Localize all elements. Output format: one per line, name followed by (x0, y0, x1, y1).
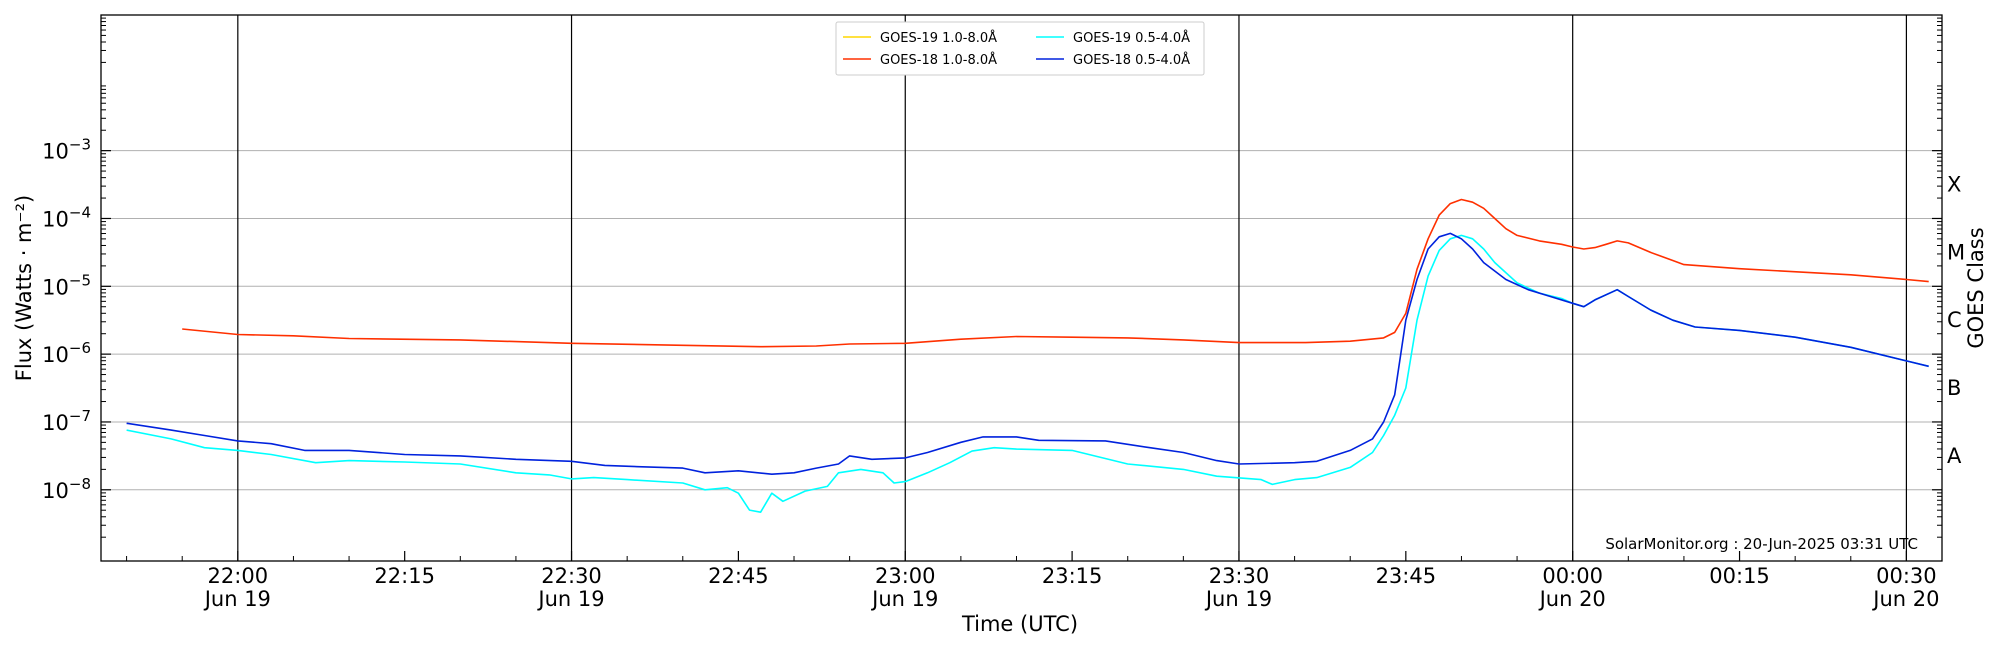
y-tick-label: 10−3 (42, 136, 91, 164)
x-tick-time-label: 22:45 (708, 564, 769, 588)
y-axis-title: Flux (Watts · m⁻²) (12, 195, 36, 381)
legend-label: GOES-18 0.5-4.0Å (1073, 52, 1190, 68)
footer-credit: SolarMonitor.org : 20-Jun-2025 03:31 UTC (1605, 535, 1918, 553)
legend-label: GOES-18 1.0-8.0Å (880, 52, 997, 68)
series-layer (126, 198, 1929, 514)
x-tick-time-label: 22:00 (208, 564, 269, 588)
x-tick-time-label: 22:30 (541, 564, 602, 588)
x-tick-date-label: Jun 19 (870, 587, 938, 611)
series-line-1 (182, 198, 1929, 348)
x-tick-time-label: 00:00 (1542, 564, 1603, 588)
x-tick-date-label: Jun 20 (1538, 587, 1606, 611)
x-tick-date-label: Jun 19 (536, 587, 604, 611)
x-tick-time-label: 23:00 (875, 564, 936, 588)
x-tick-date-label: Jun 19 (1204, 587, 1272, 611)
y-tick-label: 10−5 (42, 271, 91, 299)
grid-layer (101, 150, 1942, 491)
y-tick-label: 10−4 (42, 203, 91, 231)
legend-label: GOES-19 1.0-8.0Å (880, 30, 997, 46)
series-line-2 (126, 234, 1929, 514)
y-tick-label: 10−8 (42, 475, 91, 503)
x-tick-date-label: Jun 20 (1871, 587, 1939, 611)
goes-class-label: X (1947, 173, 1961, 197)
goes-class-label: A (1947, 444, 1962, 468)
x-tick-time-label: 23:30 (1209, 564, 1270, 588)
y-tick-label: 10−7 (42, 407, 91, 435)
x-tick-time-label: 00:15 (1709, 564, 1770, 588)
y-tick-label: 10−6 (42, 339, 91, 367)
x-tick-time-label: 23:15 (1042, 564, 1103, 588)
goes-class-label: M (1947, 240, 1965, 264)
x-tick-time-label: 23:45 (1376, 564, 1437, 588)
series-line-3 (126, 232, 1929, 476)
x-tick-time-label: 22:15 (374, 564, 435, 588)
x-axis-title: Time (UTC) (961, 612, 1078, 636)
legend: GOES-19 1.0-8.0Å GOES-18 1.0-8.0Å GOES-1… (835, 21, 1205, 76)
plot-frame (100, 14, 1943, 562)
goes-class-label: B (1947, 376, 1961, 400)
legend-box (835, 21, 1205, 76)
x-tick-time-label: 00:30 (1876, 564, 1937, 588)
x-tick-date-label: Jun 19 (203, 587, 271, 611)
legend-label: GOES-19 0.5-4.0Å (1073, 30, 1190, 46)
y-axis-right-title: GOES Class (1964, 227, 1988, 348)
goes-class-label: C (1947, 308, 1962, 332)
date-boundary-lines (237, 15, 1908, 561)
